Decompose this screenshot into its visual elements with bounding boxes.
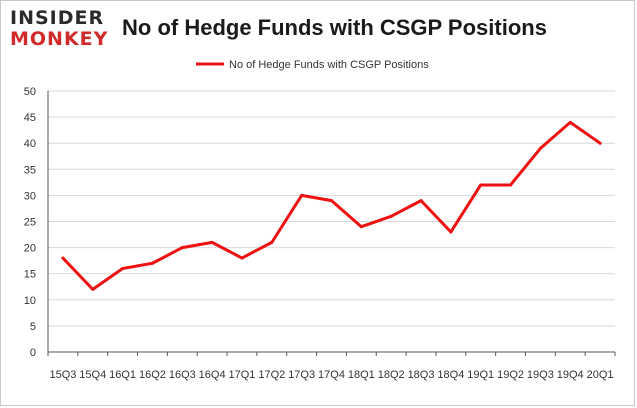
y-tick-label: 35 [24, 164, 36, 176]
y-tick-label: 40 [24, 138, 36, 150]
data-point [479, 183, 483, 187]
data-point [61, 256, 65, 260]
x-tick-label: 18Q3 [408, 369, 435, 381]
x-tick-label: 16Q3 [169, 369, 196, 381]
x-tick-label: 15Q4 [79, 369, 106, 381]
data-point [568, 120, 572, 124]
insider-monkey-logo: INSIDER MONKEY [10, 9, 108, 49]
x-tick-label: 19Q1 [467, 369, 494, 381]
x-tick-label: 19Q4 [557, 369, 584, 381]
data-point [240, 256, 244, 260]
data-point [330, 199, 333, 203]
data-point [538, 146, 542, 150]
x-tick-label: 17Q3 [288, 369, 315, 381]
x-tick-label: 15Q3 [49, 369, 76, 381]
x-tick-label: 17Q1 [229, 369, 256, 381]
series-line [61, 120, 602, 291]
logo-line-2: MONKEY [10, 28, 109, 50]
data-point [300, 193, 304, 197]
y-tick-label: 25 [24, 217, 36, 229]
data-point [389, 214, 393, 218]
x-tick-label: 18Q1 [348, 369, 375, 381]
x-tick-label: 20Q1 [587, 369, 614, 381]
y-tick-label: 30 [24, 190, 36, 202]
x-tick-label: 17Q2 [258, 369, 285, 381]
data-point [210, 240, 214, 244]
logo-line-1: INSIDER [10, 7, 105, 29]
y-tick-label: 5 [30, 321, 36, 333]
y-tick-label: 45 [24, 112, 36, 124]
data-point [270, 240, 274, 244]
data-point [419, 199, 423, 203]
x-tick-label: 19Q3 [527, 369, 554, 381]
x-tick-label: 17Q4 [318, 369, 345, 381]
y-tick-label: 20 [24, 243, 36, 255]
x-tick-label: 16Q2 [139, 369, 166, 381]
legend-label: No of Hedge Funds with CSGP Positions [229, 59, 429, 71]
data-point [121, 266, 125, 270]
x-tick-label: 16Q1 [109, 369, 136, 381]
data-point [598, 141, 602, 145]
x-tick-label: 19Q2 [497, 369, 524, 381]
data-point [180, 246, 184, 250]
data-point [150, 261, 154, 265]
x-tick-label: 18Q2 [378, 369, 405, 381]
chart-title: No of Hedge Funds with CSGP Positions [122, 15, 547, 40]
x-tick-label: 16Q4 [199, 369, 226, 381]
data-point [359, 225, 363, 229]
y-tick-label: 50 [24, 86, 36, 98]
y-tick-label: 0 [30, 347, 36, 359]
y-tick-label: 15 [24, 269, 36, 281]
data-point [509, 183, 513, 187]
x-tick-label: 18Q4 [437, 369, 464, 381]
y-tick-label: 10 [24, 295, 36, 307]
data-point [449, 230, 453, 234]
data-point [91, 287, 95, 291]
